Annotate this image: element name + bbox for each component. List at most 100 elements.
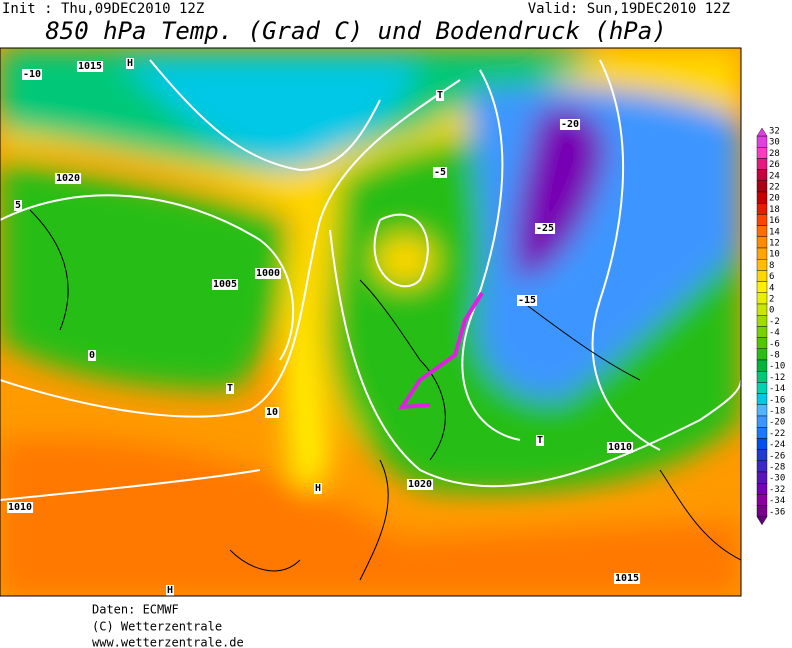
legend-label: 30 — [769, 138, 780, 148]
map-label: H — [315, 483, 321, 494]
map-label: T — [537, 435, 543, 446]
init-time: Init : Thu,09DEC2010 12Z — [2, 1, 204, 17]
map-label-box — [211, 279, 239, 290]
legend-swatch — [756, 270, 768, 282]
legend-swatch — [756, 180, 768, 193]
map-label: 1005 — [213, 279, 237, 290]
legend-label: 10 — [769, 250, 780, 260]
map-label: -15 — [518, 295, 536, 306]
legend-swatch — [756, 303, 768, 316]
legend-label: 4 — [769, 283, 774, 293]
legend-swatch — [756, 359, 768, 372]
map-label-box — [435, 90, 445, 101]
legend-swatch — [756, 348, 768, 361]
map-label-box — [516, 295, 538, 306]
legend-cap — [756, 127, 768, 137]
map-labels: HHHTTT10151020101010051000102010151010-1… — [6, 58, 641, 596]
map-label: H — [167, 585, 173, 596]
map-label: 10 — [266, 407, 278, 418]
map-label: 1015 — [78, 61, 102, 72]
map-label: 1020 — [408, 479, 432, 490]
legend-swatch — [756, 191, 768, 204]
valid-time: Valid: Sun,19DEC2010 12Z — [528, 1, 730, 17]
legend-swatch — [756, 438, 768, 450]
coastlines — [29, 209, 741, 581]
copyright: (C) Wetterzentrale — [92, 620, 222, 634]
legend-swatch — [756, 415, 768, 428]
map-label: T — [227, 383, 233, 394]
legend-label: 8 — [769, 261, 774, 271]
map-label: H — [127, 58, 133, 69]
legend-label: -22 — [769, 429, 785, 439]
map-label-box — [13, 200, 23, 211]
map-label-box — [21, 69, 43, 80]
legend-swatch — [756, 382, 768, 394]
map-label: 1015 — [615, 573, 639, 584]
legend-swatch — [756, 494, 768, 506]
map-label-box — [606, 442, 634, 453]
legend-label: -16 — [769, 395, 785, 405]
map-label-box — [76, 61, 104, 72]
legend-label: 16 — [769, 216, 780, 226]
legend-swatch — [756, 225, 768, 238]
legend-label: -6 — [769, 339, 780, 349]
legend-label: 32 — [769, 127, 780, 137]
legend-swatch — [756, 460, 768, 473]
legend-label: -32 — [769, 485, 785, 495]
map-label-box — [613, 573, 641, 584]
map-label-box — [313, 483, 323, 494]
map-label: 1010 — [608, 442, 632, 453]
legend-label: 24 — [769, 171, 780, 181]
legend-swatch — [756, 505, 768, 518]
map-label: -5 — [434, 167, 446, 178]
legend-label: 6 — [769, 272, 774, 282]
map-label-box — [535, 435, 545, 446]
legend-swatch — [756, 393, 768, 406]
legend-label: -34 — [769, 496, 785, 506]
legend-label: -4 — [769, 328, 780, 338]
map-label: 5 — [15, 200, 21, 211]
legend-swatch — [756, 158, 768, 170]
legend-swatch — [756, 427, 768, 439]
map-label-box — [559, 119, 581, 130]
legend-label: 22 — [769, 183, 780, 193]
legend-label: -8 — [769, 351, 780, 361]
legend-label: -14 — [769, 384, 785, 394]
legend-swatch — [756, 214, 768, 226]
legend-swatch — [756, 236, 768, 249]
legend-label: 18 — [769, 205, 780, 215]
legend-swatch — [756, 202, 768, 215]
map-label: T — [437, 90, 443, 101]
url: www.wetterzentrale.de — [92, 636, 244, 648]
legend-label: -26 — [769, 451, 785, 461]
map-label: 1020 — [56, 173, 80, 184]
map-label-box — [225, 383, 235, 394]
legend-swatch — [756, 326, 768, 338]
map-label-box — [534, 223, 556, 234]
legend-label: -24 — [769, 440, 785, 450]
source: Daten: ECMWF — [92, 603, 179, 617]
legend-swatch — [756, 404, 768, 417]
color-legend: 32302826242220181614121086420-2-4-6-8-10… — [756, 127, 785, 526]
map-label-box — [254, 268, 282, 279]
map-label: -25 — [536, 223, 554, 234]
legend-swatch — [756, 483, 768, 495]
legend-swatch — [756, 449, 768, 462]
legend-label: 12 — [769, 239, 780, 249]
map-label: 1000 — [256, 268, 280, 279]
map-label-box — [6, 502, 34, 513]
legend-label: -28 — [769, 463, 785, 473]
legend-swatch — [756, 135, 768, 148]
map-label-box — [264, 407, 280, 418]
legend-swatch — [756, 247, 768, 260]
legend-label: -12 — [769, 373, 785, 383]
legend-swatch — [756, 292, 768, 305]
legend-label: -18 — [769, 407, 785, 417]
legend-label: -2 — [769, 317, 780, 327]
map-label-box — [87, 350, 97, 361]
map-label-box — [432, 167, 448, 178]
map-label-box — [406, 479, 434, 490]
legend-swatch — [756, 471, 768, 484]
map-title: 850 hPa Temp. (Grad C) und Bodendruck (h… — [45, 17, 666, 45]
